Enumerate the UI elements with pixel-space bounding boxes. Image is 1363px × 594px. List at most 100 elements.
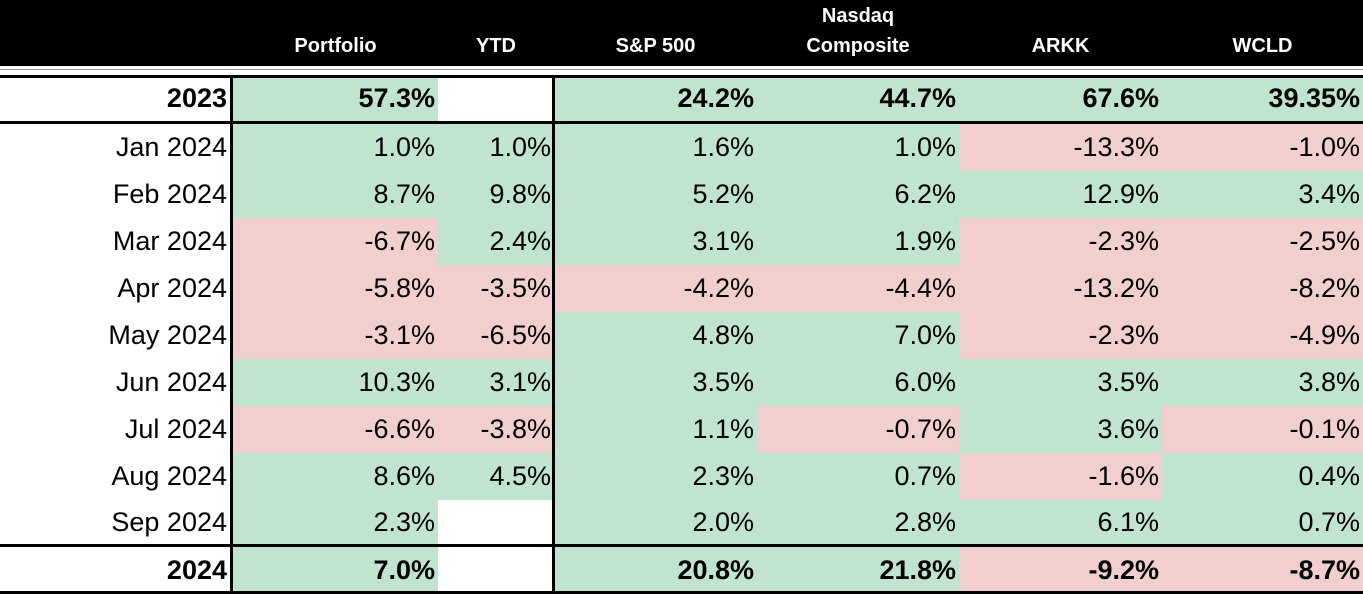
cell-ytd: 2.4% xyxy=(438,218,554,265)
cell-nasdaq: 21.8% xyxy=(757,547,959,594)
cell-wcld: 0.7% xyxy=(1162,500,1363,544)
cell-portfolio: -5.8% xyxy=(233,265,438,312)
cell-ytd: 3.1% xyxy=(438,359,554,406)
header-wcld-label: WCLD xyxy=(1232,35,1293,57)
cell-arkk: 3.6% xyxy=(959,406,1162,453)
cell-wcld: 3.8% xyxy=(1162,359,1363,406)
header-arkk-label: ARKK xyxy=(1031,35,1090,57)
cell-portfolio: 8.7% xyxy=(233,171,438,218)
cell-ytd: -6.5% xyxy=(438,312,554,359)
row-label: 2024 xyxy=(0,547,230,594)
header-nasdaq: Nasdaq Composite xyxy=(757,0,959,66)
cell-sp500: 5.2% xyxy=(554,171,757,218)
row-label: Apr 2024 xyxy=(0,265,230,312)
table-row: Jun 2024 10.3% 3.1% 3.5% 6.0% 3.5% 3.8% xyxy=(0,359,1363,406)
cell-sp500: -4.2% xyxy=(554,265,757,312)
table-row: Jan 2024 1.0% 1.0% 1.6% 1.0% -13.3% -1.0% xyxy=(0,124,1363,171)
cell-sp500: 20.8% xyxy=(554,547,757,594)
row-label: Jul 2024 xyxy=(0,406,230,453)
cell-sp500: 2.0% xyxy=(554,500,757,544)
cell-nasdaq: 1.0% xyxy=(757,124,959,171)
cell-arkk: -13.2% xyxy=(959,265,1162,312)
bottom-border xyxy=(0,591,1363,594)
row-label: Jun 2024 xyxy=(0,359,230,406)
table-row: Sep 2024 2.3% 2.0% 2.8% 6.1% 0.7% xyxy=(0,500,1363,544)
row-label: Mar 2024 xyxy=(0,218,230,265)
cell-sp500: 4.8% xyxy=(554,312,757,359)
cell-wcld: -0.1% xyxy=(1162,406,1363,453)
row-label: 2023 xyxy=(0,75,230,121)
row-label: May 2024 xyxy=(0,312,230,359)
cell-wcld: 3.4% xyxy=(1162,171,1363,218)
cell-arkk: -1.6% xyxy=(959,453,1162,500)
cell-ytd xyxy=(438,75,554,121)
table-row: Apr 2024 -5.8% -3.5% -4.2% -4.4% -13.2% -8.2% xyxy=(0,265,1363,312)
cell-portfolio: 2.3% xyxy=(233,500,438,544)
cell-wcld: -4.9% xyxy=(1162,312,1363,359)
row-label: Sep 2024 xyxy=(0,500,230,544)
row-label: Feb 2024 xyxy=(0,171,230,218)
header-nasdaq-line2: Composite xyxy=(806,35,910,57)
cell-wcld: -8.2% xyxy=(1162,265,1363,312)
table-row: Mar 2024 -6.7% 2.4% 3.1% 1.9% -2.3% -2.5% xyxy=(0,218,1363,265)
header-ytd-label: YTD xyxy=(476,35,516,57)
year-2023-bottom-border xyxy=(0,121,1363,124)
cell-arkk: -13.3% xyxy=(959,124,1162,171)
cell-arkk: -9.2% xyxy=(959,547,1162,594)
header-row: Portfolio YTD S&P 500 Nasdaq Composite A… xyxy=(0,0,1363,66)
cell-wcld: 0.4% xyxy=(1162,453,1363,500)
cell-sp500: 24.2% xyxy=(554,75,757,121)
cell-sp500: 1.6% xyxy=(554,124,757,171)
cell-portfolio: -3.1% xyxy=(233,312,438,359)
header-gap xyxy=(0,66,1363,75)
header-wcld: WCLD xyxy=(1162,0,1363,66)
header-sp500: S&P 500 xyxy=(554,0,757,66)
cell-ytd: -3.5% xyxy=(438,265,554,312)
table-row: 2023 57.3% 24.2% 44.7% 67.6% 39.35% xyxy=(0,75,1363,121)
cell-arkk: 67.6% xyxy=(959,75,1162,121)
cell-wcld: -1.0% xyxy=(1162,124,1363,171)
cell-sp500: 1.1% xyxy=(554,406,757,453)
top-border xyxy=(0,75,1363,78)
ytd-column-border xyxy=(552,75,555,594)
cell-nasdaq: -4.4% xyxy=(757,265,959,312)
header-arkk: ARKK xyxy=(959,0,1162,66)
table-row: Aug 2024 8.6% 4.5% 2.3% 0.7% -1.6% 0.4% xyxy=(0,453,1363,500)
cell-portfolio: 57.3% xyxy=(233,75,438,121)
cell-nasdaq: 6.2% xyxy=(757,171,959,218)
cell-nasdaq: 7.0% xyxy=(757,312,959,359)
header-portfolio-label: Portfolio xyxy=(294,35,377,57)
header-ytd: YTD xyxy=(438,0,554,66)
row-label: Jan 2024 xyxy=(0,124,230,171)
cell-wcld: 39.35% xyxy=(1162,75,1363,121)
cell-sp500: 3.5% xyxy=(554,359,757,406)
cell-ytd xyxy=(438,500,554,544)
row-label: Aug 2024 xyxy=(0,453,230,500)
cell-sp500: 3.1% xyxy=(554,218,757,265)
cell-arkk: 6.1% xyxy=(959,500,1162,544)
table-row: Feb 2024 8.7% 9.8% 5.2% 6.2% 12.9% 3.4% xyxy=(0,171,1363,218)
cell-wcld: -8.7% xyxy=(1162,547,1363,594)
cell-sp500: 2.3% xyxy=(554,453,757,500)
cell-portfolio: 10.3% xyxy=(233,359,438,406)
cell-portfolio: 7.0% xyxy=(233,547,438,594)
cell-ytd: 9.8% xyxy=(438,171,554,218)
cell-ytd xyxy=(438,547,554,594)
cell-portfolio: 8.6% xyxy=(233,453,438,500)
table-row: 2024 7.0% 20.8% 21.8% -9.2% -8.7% xyxy=(0,547,1363,594)
cell-nasdaq: -0.7% xyxy=(757,406,959,453)
cell-nasdaq: 1.9% xyxy=(757,218,959,265)
header-nasdaq-line1: Nasdaq xyxy=(821,5,895,27)
cell-arkk: -2.3% xyxy=(959,312,1162,359)
cell-nasdaq: 2.8% xyxy=(757,500,959,544)
cell-nasdaq: 0.7% xyxy=(757,453,959,500)
header-gap-line xyxy=(0,69,1363,70)
table-row: May 2024 -3.1% -6.5% 4.8% 7.0% -2.3% -4.9% xyxy=(0,312,1363,359)
cell-portfolio: -6.6% xyxy=(233,406,438,453)
cell-portfolio: -6.7% xyxy=(233,218,438,265)
cell-arkk: -2.3% xyxy=(959,218,1162,265)
cell-arkk: 12.9% xyxy=(959,171,1162,218)
header-portfolio: Portfolio xyxy=(233,0,438,66)
table-row: Jul 2024 -6.6% -3.8% 1.1% -0.7% 3.6% -0.1% xyxy=(0,406,1363,453)
